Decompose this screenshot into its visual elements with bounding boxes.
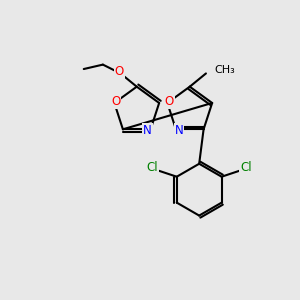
Text: N: N (175, 124, 183, 137)
Text: O: O (115, 65, 124, 79)
Text: CH₃: CH₃ (215, 65, 236, 76)
Text: Cl: Cl (147, 161, 158, 174)
Text: O: O (111, 95, 120, 108)
Text: Cl: Cl (240, 161, 252, 174)
Text: O: O (165, 95, 174, 108)
Text: N: N (143, 124, 152, 137)
